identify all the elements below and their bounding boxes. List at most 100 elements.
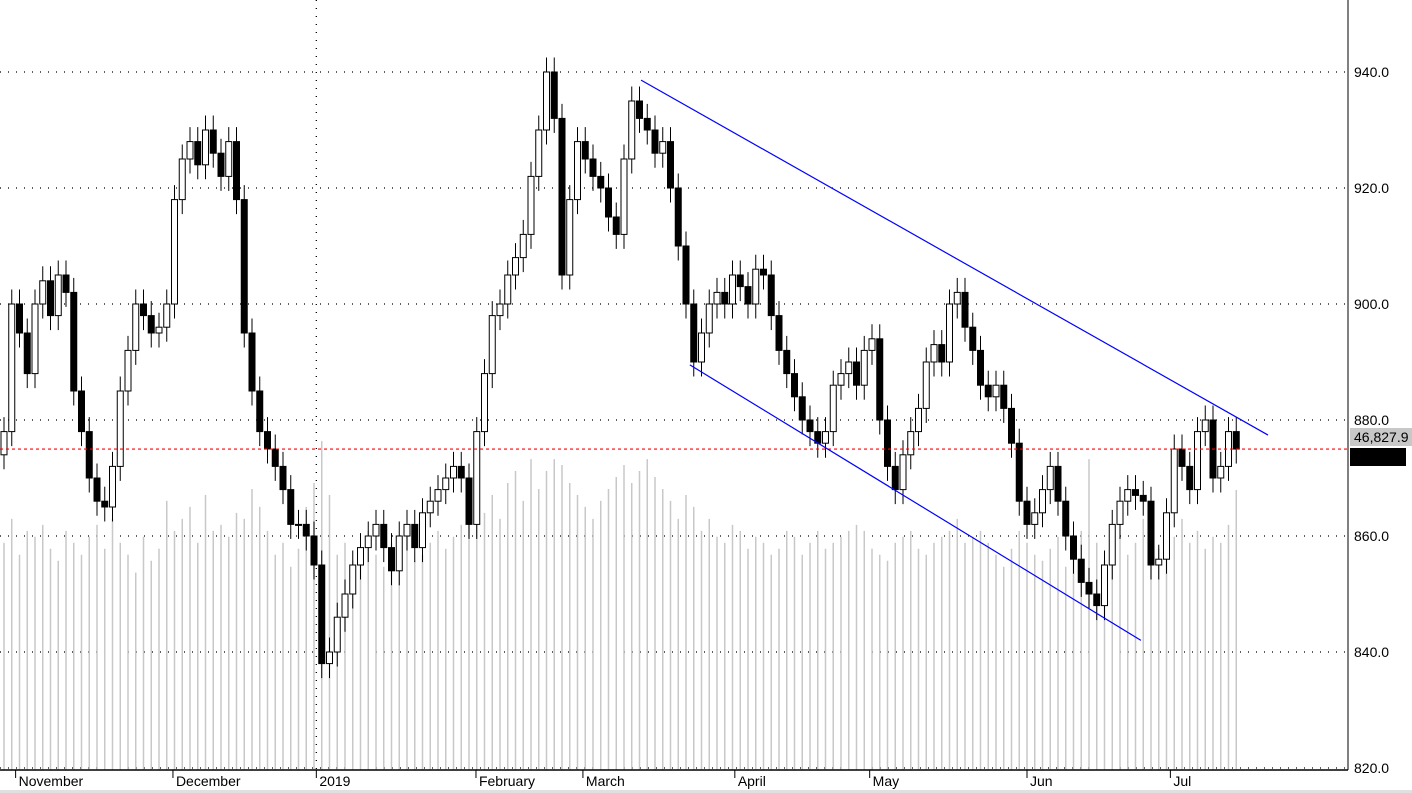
candle-body xyxy=(612,216,620,235)
candle-body xyxy=(23,332,31,375)
candle-body xyxy=(186,141,194,160)
candle-body xyxy=(465,477,473,525)
month-label: 2019 xyxy=(319,773,350,789)
candle-body xyxy=(884,419,891,467)
candle-body xyxy=(690,303,698,363)
candle-body xyxy=(891,465,899,491)
candle-body xyxy=(388,547,395,572)
candle-body xyxy=(178,158,186,201)
y-tick-label: 820.0 xyxy=(1354,760,1389,776)
candle-body xyxy=(1170,448,1178,514)
candle-body xyxy=(682,245,690,305)
candle-body xyxy=(705,303,713,334)
candle-body xyxy=(543,71,550,131)
candle-body xyxy=(8,303,16,433)
y-tick-label: 840.0 xyxy=(1354,644,1389,660)
candle-body xyxy=(171,199,178,305)
candle-body xyxy=(62,274,70,293)
candle-body xyxy=(698,332,705,363)
candle-body xyxy=(721,291,729,305)
candle-body xyxy=(318,564,326,665)
candle-body xyxy=(628,100,636,160)
last-volume-label: 46,827.9 xyxy=(1354,429,1409,445)
candle-body xyxy=(248,332,256,392)
candle-body xyxy=(93,477,101,502)
month-label: December xyxy=(176,773,241,789)
candle-body xyxy=(496,303,504,317)
candle-body xyxy=(1062,500,1070,537)
candle-body xyxy=(349,564,357,595)
trendline xyxy=(689,364,1142,641)
candle-body xyxy=(54,274,62,317)
volume-bars xyxy=(3,441,1237,770)
candle-body xyxy=(752,268,760,305)
candle-body xyxy=(667,141,674,189)
candle-body xyxy=(372,523,380,537)
candle-body xyxy=(16,303,23,334)
candle-body xyxy=(806,419,814,433)
candle-body xyxy=(566,199,574,276)
candle-body xyxy=(512,257,519,276)
candle-body xyxy=(760,268,767,276)
candle-body xyxy=(419,512,426,549)
candle-body xyxy=(163,303,171,328)
candle-body xyxy=(403,523,411,537)
candle-body xyxy=(1108,523,1116,566)
candle-body xyxy=(1155,558,1163,566)
candle-body xyxy=(984,384,992,398)
candle-body xyxy=(907,431,915,456)
candle-body xyxy=(295,523,302,526)
candle-body xyxy=(287,489,295,525)
candle-body xyxy=(953,291,961,305)
candle-body xyxy=(1085,581,1093,595)
candle-body xyxy=(899,454,907,491)
candle-body xyxy=(938,344,946,363)
month-label: March xyxy=(586,773,625,789)
candle-body xyxy=(1194,431,1201,491)
candle-body xyxy=(1132,489,1139,496)
trendline xyxy=(640,79,1269,436)
y-tick-label: 880.0 xyxy=(1354,412,1389,428)
candle-body xyxy=(333,616,341,653)
candle-body xyxy=(860,349,868,386)
candle-body xyxy=(581,141,589,160)
candle-body xyxy=(240,199,248,334)
candle-body xyxy=(822,431,829,444)
candle-body xyxy=(442,477,450,491)
candle-body xyxy=(1015,442,1023,502)
candle-body xyxy=(124,349,132,392)
last-price-box xyxy=(1350,448,1406,466)
candle-body xyxy=(713,291,721,305)
candle-body xyxy=(140,303,147,317)
candle-body xyxy=(1000,384,1008,409)
candle-body xyxy=(217,152,225,177)
y-tick-label: 920.0 xyxy=(1354,180,1389,196)
candle-body xyxy=(411,523,419,549)
candle-body xyxy=(1031,512,1039,525)
candle-body xyxy=(364,535,372,549)
candle-body xyxy=(574,141,581,201)
candle-body xyxy=(39,280,47,305)
candle-body xyxy=(116,390,124,467)
candle-body xyxy=(264,431,271,450)
month-label: February xyxy=(479,773,535,789)
candle-body xyxy=(775,315,783,351)
candle-body xyxy=(977,349,984,386)
candle-body xyxy=(868,338,876,351)
candle-body xyxy=(620,158,628,235)
candle-body xyxy=(930,344,938,363)
candle-body xyxy=(326,651,333,665)
last-volume-box xyxy=(1350,428,1412,446)
candle-body xyxy=(829,384,837,433)
candle-body xyxy=(1077,558,1085,583)
candle-body xyxy=(279,465,287,491)
candle-body xyxy=(271,448,279,467)
candle-body xyxy=(132,303,140,351)
candle-body xyxy=(519,233,527,259)
candle-body xyxy=(256,390,264,433)
candle-body xyxy=(876,338,884,421)
candles xyxy=(0,57,1240,679)
candle-body xyxy=(1163,512,1170,560)
candle-body xyxy=(651,129,659,154)
candle-body xyxy=(302,523,310,537)
